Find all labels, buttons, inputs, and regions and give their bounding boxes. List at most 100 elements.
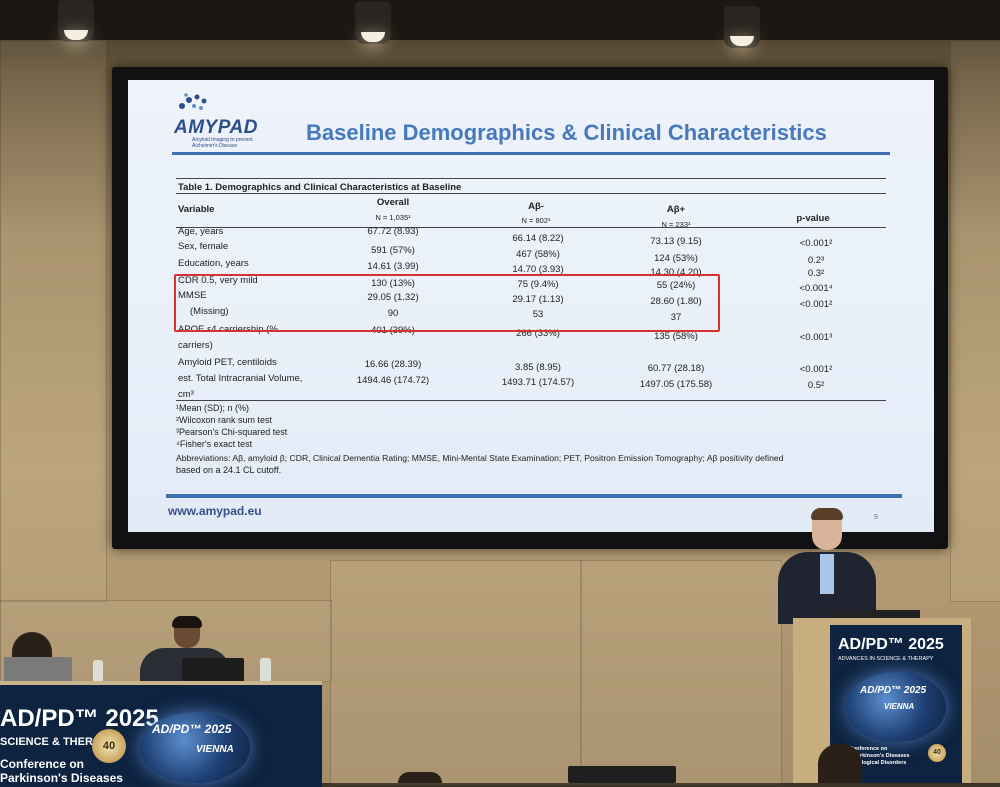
speaker-shirt <box>820 554 834 594</box>
desk-brand: AD/PD™ 2025 <box>0 705 159 732</box>
podium-line: ted Neurological Disorders <box>836 760 907 766</box>
row-variable: Education, years <box>178 258 249 269</box>
wall-panel <box>330 560 582 785</box>
table-rule <box>176 400 886 401</box>
row-overall: 14.61 (3.99) <box>367 261 419 272</box>
amypad-logo-icon <box>179 93 207 110</box>
row-abpos: 124 (53%) <box>654 253 698 264</box>
abbreviations-note: based on a 24.1 CL cutoff. <box>176 465 282 475</box>
row-variable-cont: cm³ <box>178 389 194 400</box>
row-abpos: 37 <box>670 312 682 323</box>
amypad-logo: AMYPAD <box>174 117 258 138</box>
podium-line: onal Conference on <box>836 746 888 752</box>
podium-tagline: ADVANCES IN SCIENCE & THERAPY <box>838 656 934 662</box>
wall-panel <box>0 40 107 602</box>
footnote: ⁴Fisher's exact test <box>176 439 253 449</box>
table-caption: Table 1. Demographics and Clinical Chara… <box>178 182 462 193</box>
column-n: N = 233¹ <box>661 220 691 229</box>
column-header: Aβ+ <box>666 204 686 215</box>
wall-panel <box>950 40 1000 602</box>
row-abneg: 29.17 (1.13) <box>512 294 564 305</box>
row-overall: 130 (13%) <box>371 278 415 289</box>
row-abneg: 75 (9.4%) <box>517 279 559 290</box>
anniversary-medal: 40 <box>92 729 126 763</box>
desk-tagline: SCIENCE & THERAPY <box>0 736 116 748</box>
column-header: Variable <box>178 204 215 215</box>
row-abpos: 55 (24%) <box>656 280 696 291</box>
ceiling-spotlight <box>724 6 760 48</box>
row-overall: 591 (57%) <box>371 245 415 256</box>
row-abneg: 14.70 (3.93) <box>512 264 564 275</box>
row-variable-cont: carriers) <box>178 340 213 351</box>
slide-url: www.amypad.eu <box>168 504 262 518</box>
row-abpos: 73.13 (9.15) <box>650 236 702 247</box>
column-header: Overall <box>376 197 410 208</box>
row-overall: 29.05 (1.32) <box>367 292 419 303</box>
row-pvalue: <0.001³ <box>799 332 833 343</box>
presentation-slide: AMYPAD Amyloid Imaging to prevent Alzhei… <box>128 80 934 532</box>
row-variable: Age, years <box>178 226 224 237</box>
row-pvalue: <0.001⁴ <box>799 283 833 294</box>
abbreviations-note: Abbreviations: Aβ, amyloid β; CDR, Clini… <box>176 453 784 463</box>
audience-person <box>818 744 862 783</box>
row-abpos: 60.77 (28.18) <box>647 363 705 374</box>
water-bottle <box>260 658 271 684</box>
podium-globe-brand: AD/PD™ 2025 <box>860 685 927 696</box>
slide-title: Baseline Demographics & Clinical Charact… <box>306 120 827 145</box>
column-header: p-value <box>796 213 830 224</box>
row-overall: 16.66 (28.39) <box>364 359 422 370</box>
row-abneg: 53 <box>532 309 544 320</box>
row-pvalue: 0.3² <box>807 268 825 279</box>
speaker-hair <box>811 508 843 520</box>
table-rule <box>176 227 886 228</box>
row-pvalue: <0.001² <box>799 364 833 375</box>
water-bottle <box>93 660 103 684</box>
person-hair <box>172 616 202 628</box>
desk-conference-text: Conference on Parkinson's Diseases <box>0 757 123 785</box>
row-overall: 67.72 (8.93) <box>367 226 419 237</box>
row-variable: Sex, female <box>178 241 229 252</box>
title-divider <box>172 152 890 155</box>
row-pvalue: 0.2³ <box>807 255 825 266</box>
column-header: Aβ- <box>528 201 544 212</box>
speaker <box>778 508 878 624</box>
row-variable: APOE ε4 carriership (% <box>178 324 278 335</box>
row-abpos: 28.60 (1.80) <box>650 296 702 307</box>
audience-laptop <box>568 766 676 783</box>
audience-person <box>398 772 442 783</box>
podium-brand: AD/PD™ 2025 <box>838 636 944 653</box>
podium-line: 's and Parkinson's Diseases <box>836 753 910 759</box>
column-n: N = 802¹ <box>521 216 551 225</box>
logo-subtitle: Amyloid Imaging to prevent Alzheimer's D… <box>192 137 253 149</box>
footnote: ³Pearson's Chi-squared test <box>176 427 288 437</box>
row-pvalue: <0.001² <box>799 238 833 249</box>
footnote: ²Wilcoxon rank sum test <box>176 415 273 425</box>
page-number: 9 <box>874 514 878 521</box>
bottom-divider <box>166 494 902 498</box>
row-abneg: 266 (33%) <box>516 328 560 339</box>
row-overall: 90 <box>387 308 399 319</box>
row-overall: 1494.46 (174.72) <box>356 375 430 386</box>
laptop <box>4 657 72 683</box>
ceiling <box>0 0 1000 40</box>
wall-panel <box>580 560 782 785</box>
row-variable: MMSE <box>178 290 207 301</box>
footnote: ¹Mean (SD); n (%) <box>176 403 250 413</box>
row-abpos: 135 (58%) <box>654 331 698 342</box>
row-pvalue: 0.5² <box>807 380 825 391</box>
row-variable: (Missing) <box>190 306 229 317</box>
globe-graphic <box>140 712 250 783</box>
globe-city: VIENNA <box>196 744 234 755</box>
table-rule <box>176 193 886 194</box>
podium-globe <box>846 672 946 742</box>
row-variable: est. Total Intracranial Volume, <box>178 373 303 384</box>
globe-brand: AD/PD™ 2025 <box>152 722 232 736</box>
ceiling-spotlight <box>58 0 94 42</box>
row-variable: CDR 0.5, very mild <box>178 275 258 286</box>
desk-line: Parkinson's Diseases <box>0 771 123 785</box>
row-abneg: 467 (58%) <box>516 249 560 260</box>
row-abpos: 1497.05 (175.58) <box>639 379 713 390</box>
row-pvalue: <0.001² <box>799 299 833 310</box>
podium-globe-city: VIENNA <box>884 702 915 711</box>
row-variable: Amyloid PET, centiloids <box>178 357 277 368</box>
